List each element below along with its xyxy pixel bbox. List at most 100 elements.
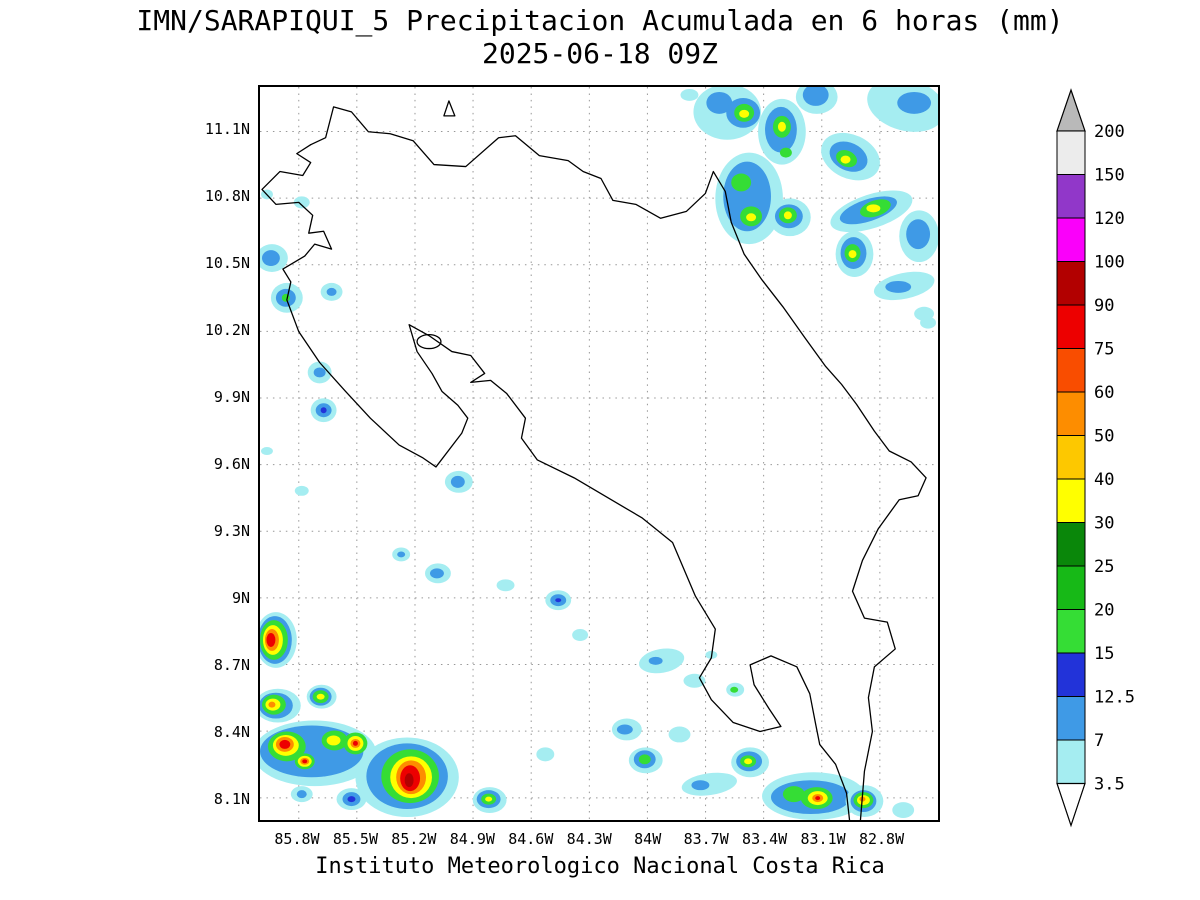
colorbar-arrow-below-min [1056,782,1086,828]
precip-shade [802,87,829,106]
precip-shade [320,407,327,414]
colorbar-segment-2 [1056,217,1086,262]
precip-shade [281,293,290,302]
precip-shade [885,280,912,293]
precip-cell-heavy [260,720,459,818]
title-line2: 2025-06-18 09Z [481,37,718,70]
colorbar-segment-9 [1056,522,1086,567]
lat-tick-label-8.1N: 8.1N [213,789,250,808]
precip-shade [783,211,792,220]
colorbar-label-15: 15 [1094,644,1114,664]
precip-shade [691,780,710,791]
precip-cell [726,682,745,697]
colorbar-segment-11 [1056,609,1086,654]
precip-cell [845,785,884,818]
precip-shade [316,693,325,700]
precip-cell-heavy [762,772,866,820]
precip-cell [668,726,691,743]
precip-shade [268,701,276,708]
map-plot-area [258,85,940,822]
precip-cell [873,271,935,301]
precip-cell [306,684,337,709]
lon-tick-label-83.1W: 83.1W [800,830,846,848]
precip-shade [302,759,308,764]
precip-cell [611,718,642,741]
lon-tick-label-85.2W: 85.2W [391,830,437,848]
colorbar-segment-7 [1056,435,1086,480]
lat-tick-label-9.9N: 9.9N [213,387,250,406]
precip-cell [496,579,515,592]
lat-tick-label-8.7N: 8.7N [213,655,250,674]
precip-cell [835,231,874,277]
precip-cell [310,398,337,423]
precip-shade [404,773,414,788]
lon-tick-label-84.6W: 84.6W [508,830,554,848]
precip-cell [260,244,288,272]
lon-tick-label-82.8W: 82.8W [858,830,905,848]
precip-shade [746,213,757,222]
precip-shade [326,287,337,296]
colorbar-label-3.5: 3.5 [1094,775,1125,795]
precip-shade [867,87,938,132]
precip-shade [555,598,562,603]
precip-shade [266,633,276,647]
precip-shade [397,551,406,558]
precip-cell [307,361,332,384]
precip-shade [897,91,932,114]
colorbar-segment-14 [1056,739,1086,784]
precip-shade [485,796,493,802]
precip-shade [294,485,309,496]
precip-cell [683,673,706,688]
precip-shade [496,579,515,592]
precip-cell [821,132,880,181]
costa-rica-north-caribbean-border [310,106,927,820]
precip-shade [744,758,753,765]
precip-cell [545,590,572,611]
precip-cell [320,282,343,301]
precip-shade [572,629,589,641]
colorbar-label-50: 50 [1094,427,1114,447]
precip-shade [920,316,937,329]
precip-cell [768,198,811,237]
precip-cell [758,98,806,165]
precip-shade [347,796,356,803]
precip-shade [892,802,915,819]
precip-shade [815,796,821,801]
colorbar-segment-5 [1056,348,1086,393]
precip-shade [429,568,444,579]
colorbar-label-60: 60 [1094,383,1114,403]
lat-tick-label-9.3N: 9.3N [213,521,250,540]
precip-shade [866,204,881,213]
precip-shade [906,219,931,250]
precip-cell [899,210,938,263]
precip-shade [293,196,310,209]
colorbar-label-7: 7 [1094,731,1104,751]
precip-cell [628,747,663,774]
precip-cell-heavy [260,612,297,668]
precip-cell [693,87,762,140]
precip-shade [668,726,691,743]
precip-shade [648,656,663,665]
precip-cell [795,87,838,114]
lon-tick-label-85.8W: 85.8W [274,830,320,848]
precip-cell [892,802,915,819]
colorbar-label-40: 40 [1094,470,1114,490]
precip-shade [683,673,706,688]
precip-shade [450,475,465,488]
precip-cell [293,196,310,209]
precip-cell [715,152,783,245]
lat-tick-label-10.2N: 10.2N [204,320,250,339]
footer-text: Instituto Meteorologico Nacional Costa R… [315,854,885,879]
precip-cell [572,629,589,641]
lon-tick-label-84W: 84W [634,830,662,848]
precip-shade [706,91,733,114]
colorbar-label-100: 100 [1094,253,1125,273]
precip-shade [279,739,291,749]
precip-cell [731,747,769,778]
colorbar-segment-13 [1056,696,1086,741]
precip-shade [731,173,752,192]
precip-shade [261,250,280,267]
colorbar-segment-4 [1056,304,1086,349]
lat-tick-label-11.1N: 11.1N [204,119,250,138]
precip-cell [867,87,938,132]
